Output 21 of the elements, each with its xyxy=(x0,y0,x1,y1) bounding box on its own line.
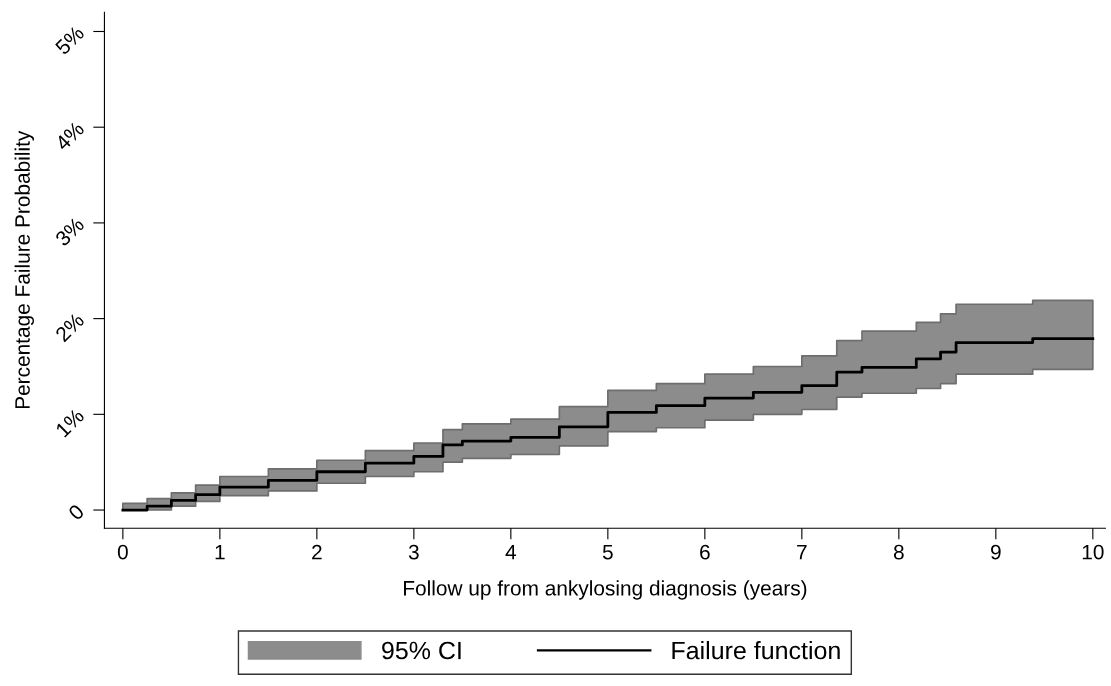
x-tick-label: 5 xyxy=(602,544,613,560)
x-tick-label: 10 xyxy=(1082,544,1104,560)
x-axis-title: Follow up from ankylosing diagnosis (years) xyxy=(404,580,807,600)
y-tick-label: 2% xyxy=(54,311,85,343)
y-tick-label: 5% xyxy=(54,24,86,56)
y-tick-label: 1% xyxy=(55,407,85,438)
x-tick-label: 4 xyxy=(505,544,517,560)
y-axis-title: Percentage Failure Probability xyxy=(14,130,34,409)
x-tick-label: 7 xyxy=(797,544,807,560)
x-tick-label: 8 xyxy=(893,544,904,560)
x-tick-label: 2 xyxy=(312,544,322,560)
y-tick-label: 4% xyxy=(54,120,85,152)
y-tick-label: 3% xyxy=(54,216,86,247)
y-tick-label: 0 xyxy=(67,503,85,521)
x-tick-label: 3 xyxy=(408,544,419,560)
x-tick-label: 0 xyxy=(117,544,128,560)
x-tick-label: 1 xyxy=(215,544,225,560)
x-tick-label: 9 xyxy=(991,544,1001,560)
text: 95% CI xyxy=(382,641,461,660)
x-tick-label: 6 xyxy=(700,544,710,560)
legend-label: Failure function xyxy=(672,641,840,660)
